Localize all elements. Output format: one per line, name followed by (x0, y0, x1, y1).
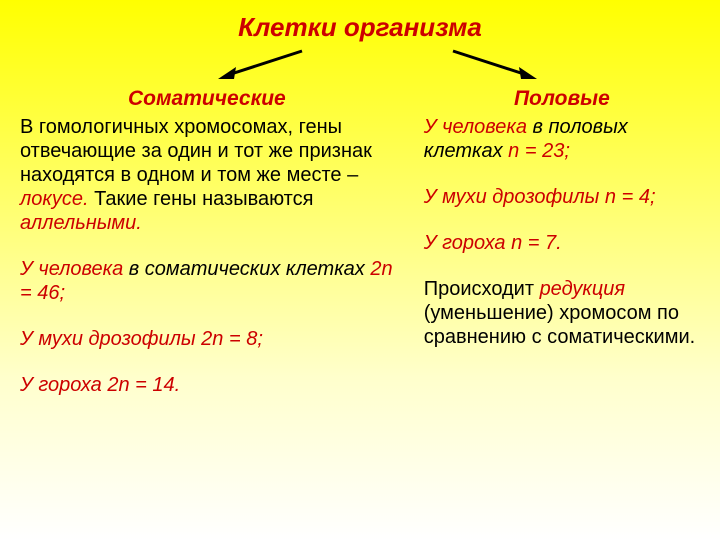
text-segment: У мухи дрозофилы (424, 186, 605, 208)
right-reduction: Происходит редукция (уменьшение) хромосо… (424, 277, 700, 349)
text-segment: В гомологичных хромосомах, гены отвечающ… (20, 116, 372, 186)
text-segment: Происходит (424, 278, 540, 300)
right-column: Половые У человека в половых клетках n =… (424, 87, 700, 397)
text-segment: У человека (20, 258, 123, 280)
term-allelic: аллельными. (20, 212, 142, 234)
left-pea: У гороха 2n = 14. (20, 373, 394, 397)
text-segment: в соматических клетках (123, 258, 370, 280)
text-segment: У человека (424, 116, 527, 138)
left-fly: У мухи дрозофилы 2n = 8; (20, 327, 394, 351)
value-pea-2n: 2n = 14. (107, 374, 180, 396)
right-pea: У гороха n = 7. (424, 231, 700, 255)
text-segment: (уменьшение) хромосом по сравнению с сом… (424, 302, 695, 348)
right-human: У человека в половых клетках n = 23; (424, 115, 700, 163)
arrow-right-icon (445, 47, 545, 85)
text-segment: Такие гены называются (89, 188, 314, 210)
value-fly-n: n = 4; (605, 186, 656, 208)
left-column: Соматические В гомологичных хромосомах, … (20, 87, 394, 397)
right-fly: У мухи дрозофилы n = 4; (424, 185, 700, 209)
value-pea-n: n = 7. (511, 232, 562, 254)
arrow-left-icon (210, 47, 310, 85)
columns-container: Соматические В гомологичных хромосомах, … (0, 87, 720, 397)
value-fly-2n: 2n = 8; (201, 328, 263, 350)
slide-title: Клетки организма (0, 0, 720, 43)
value-human-n: n = 23; (508, 140, 570, 162)
text-segment: У гороха (424, 232, 511, 254)
text-segment: У гороха (20, 374, 107, 396)
text-segment: У мухи дрозофилы (20, 328, 201, 350)
term-reduction: редукция (540, 278, 626, 300)
left-paragraph-1: В гомологичных хромосомах, гены отвечающ… (20, 115, 394, 235)
left-subtitle: Соматические (20, 87, 394, 111)
term-locus: локусе. (20, 188, 89, 210)
arrows-container (0, 47, 720, 87)
right-subtitle: Половые (424, 87, 700, 111)
left-human: У человека в соматических клетках 2n = 4… (20, 257, 394, 305)
